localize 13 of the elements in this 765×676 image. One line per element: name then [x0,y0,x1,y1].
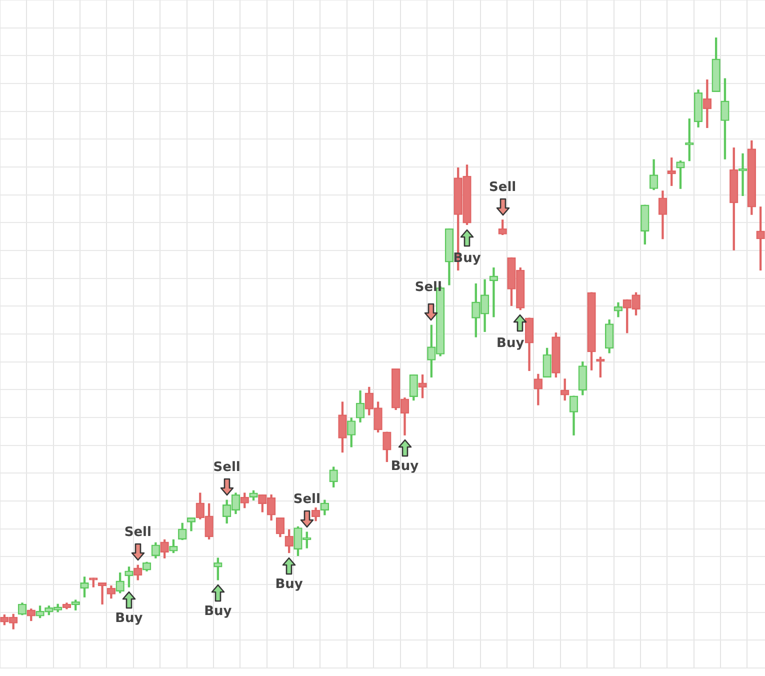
annotation: Sell [212,460,242,476]
annotation: Sell [123,525,152,540]
annotation: Buy [496,336,526,351]
annotation: Sell [414,280,443,296]
annotation: Buy [114,611,144,626]
annotation: Sell [488,180,518,195]
annotation: Buy [390,459,420,474]
candlestick [702,79,712,128]
annotation: Buy [203,604,233,619]
annotation: Sell [292,492,322,508]
candlestick [98,582,107,604]
candlestick [489,267,498,318]
annotation: Buy [274,576,304,592]
